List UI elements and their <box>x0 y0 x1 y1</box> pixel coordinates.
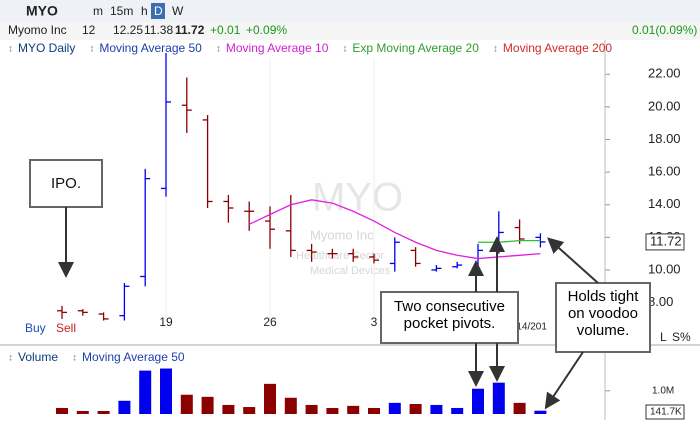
legend-entry: Exp Moving Average 20 <box>352 41 479 55</box>
annotation-wrap: Holds tight on voodoo volume. <box>567 288 639 339</box>
legend-entry: Moving Average 10 <box>226 41 329 55</box>
volume-bar <box>305 404 318 414</box>
y-tick-label: 1.0M <box>652 385 674 396</box>
volume-bar <box>222 404 235 414</box>
volume-bar <box>180 394 193 414</box>
volume-bar <box>160 368 172 414</box>
legend-handle: ↕ <box>8 353 13 364</box>
legend-handle: ↕ <box>8 44 13 55</box>
legend-entry: Moving Average 50 <box>82 350 185 364</box>
y-tick-label: 14.00 <box>648 196 681 211</box>
x-tick-label: 19 <box>159 315 173 329</box>
volume-bar <box>430 404 443 414</box>
annotation-wrap: Two consecutive pocket pivots. <box>394 298 505 332</box>
value-label-box <box>645 404 685 420</box>
s-pct-button[interactable]: S% <box>672 330 691 344</box>
annotation-box <box>29 159 103 208</box>
legend-handle: ↕ <box>72 353 77 364</box>
legend-handle: ↕ <box>216 44 221 55</box>
volume-bar <box>284 397 297 414</box>
annotation: Holds tight on voodoo volume. <box>567 288 639 339</box>
volume-bar <box>118 400 131 414</box>
legend-entry: Moving Average 50 <box>99 41 202 55</box>
volume-bar <box>451 407 464 414</box>
watermark: Myomo Inc <box>310 227 374 242</box>
last-price: 11.72 <box>650 233 682 248</box>
legend-handle: ↕ <box>342 44 347 55</box>
open: 12 <box>82 23 96 37</box>
volume-bar <box>326 407 339 414</box>
volume-bar <box>492 382 505 414</box>
change: +0.01 <box>210 23 241 37</box>
y-tick-label: 20.00 <box>648 98 681 113</box>
legend-entry: Volume <box>18 350 58 364</box>
volume-bar <box>347 405 360 414</box>
low: 11.38 <box>144 23 173 37</box>
y-tick-label: 16.00 <box>648 164 681 179</box>
volume-bar <box>409 404 422 414</box>
interval[interactable]: D <box>154 4 163 18</box>
annotation-box <box>380 291 519 344</box>
crosshair-date: 7/14/201 <box>508 322 547 333</box>
y-tick-label: 18.00 <box>648 131 681 146</box>
ma-line <box>478 239 541 243</box>
watermark: Medical Devices <box>310 265 391 277</box>
interval[interactable]: m <box>93 4 103 18</box>
change-pct: +0.09% <box>246 23 287 37</box>
interval[interactable]: W <box>172 4 184 18</box>
volume-bar <box>139 370 152 414</box>
x-tick-label: 26 <box>263 315 277 329</box>
symbol[interactable]: MYO <box>26 3 58 19</box>
y-tick-label: 10.00 <box>648 261 681 276</box>
watermark: Healthcare Sector <box>296 250 384 262</box>
buy[interactable]: Buy <box>25 321 46 335</box>
volume-bar <box>201 396 214 414</box>
company: Myomo Inc <box>8 23 67 37</box>
volume-bar <box>472 388 484 414</box>
toolbar <box>0 0 700 22</box>
arrow <box>544 351 584 410</box>
sell[interactable]: Sell <box>56 321 76 335</box>
volume-bar <box>243 407 256 414</box>
l-button[interactable]: L <box>660 330 667 344</box>
last-price-box <box>645 233 685 251</box>
change-right: 0.01(0.09%) <box>632 23 697 37</box>
annotation: IPO. <box>51 175 81 192</box>
volume-bar <box>97 410 110 414</box>
volume-bar <box>388 402 401 414</box>
annotation-box <box>555 282 651 353</box>
annotation: Two consecutive pocket pivots. <box>394 298 505 332</box>
legend-entry: MYO Daily <box>18 41 75 55</box>
volume-bar <box>534 410 547 414</box>
legend-handle: ↕ <box>89 44 94 55</box>
interval[interactable]: 15m <box>110 4 133 18</box>
volume-bar <box>56 407 68 414</box>
watermark: MYO <box>312 176 403 220</box>
volume-bar <box>76 410 89 414</box>
quote-bar <box>0 22 700 40</box>
interval-active <box>151 3 165 19</box>
y-tick-label: 8.00 <box>648 294 673 309</box>
interval[interactable]: h <box>141 4 148 18</box>
legend-entry: Moving Average 200 <box>503 41 613 55</box>
volume-bar <box>513 402 526 414</box>
legend-handle: ↕ <box>493 44 498 55</box>
ma-line <box>248 199 541 260</box>
volume-bar <box>368 407 380 414</box>
high: 12.25 <box>113 23 143 37</box>
value-label: 141.7K <box>650 407 682 418</box>
volume-bar <box>264 383 276 414</box>
y-tick-label: 22.00 <box>648 66 681 81</box>
x-tick-label: 3 <box>371 315 378 329</box>
arrow <box>547 237 599 284</box>
close: 11.72 <box>175 23 205 37</box>
